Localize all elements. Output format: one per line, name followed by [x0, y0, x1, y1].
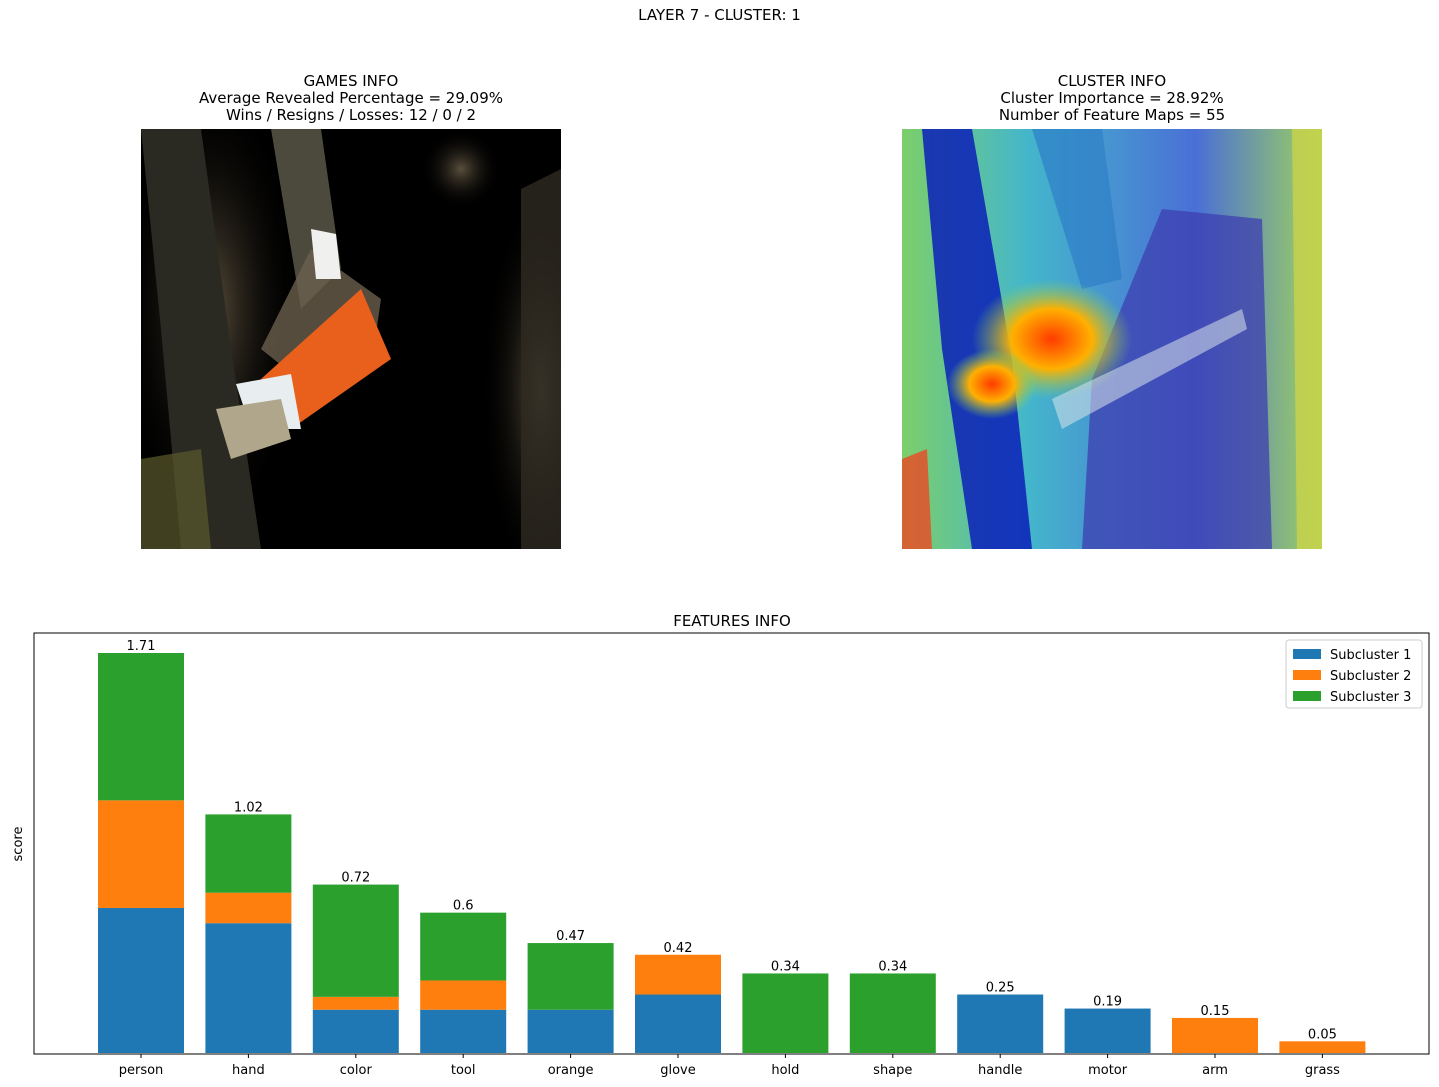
legend-label-subcluster-3: Subcluster 3 — [1330, 690, 1411, 705]
data-label-orange: 0.47 — [556, 929, 585, 944]
games-info-title-block: GAMES INFO Average Revealed Percentage =… — [141, 73, 561, 124]
bar-person-subcluster-2 — [98, 800, 184, 908]
figure-title: LAYER 7 - CLUSTER: 1 — [638, 6, 801, 24]
data-label-person: 1.71 — [127, 639, 156, 654]
bar-shape-subcluster-3 — [849, 973, 936, 1053]
legend-label-subcluster-1: Subcluster 1 — [1330, 648, 1411, 663]
bar-hand-subcluster-3 — [205, 814, 292, 893]
bar-person-subcluster-1 — [98, 907, 184, 1053]
bar-person-subcluster-3 — [98, 653, 184, 801]
cluster-importance: Cluster Importance = 28.92% — [1000, 89, 1224, 107]
bar-grass-subcluster-2 — [1279, 1041, 1366, 1053]
average-revealed-percentage: Average Revealed Percentage = 29.09% — [198, 89, 503, 107]
x-tick-label-hand: hand — [232, 1063, 265, 1078]
data-label-handle: 0.25 — [986, 981, 1015, 996]
features-info-chart: FEATURES INFO score 1.71 person 1.02 hand 0.… — [11, 612, 1430, 1078]
bar-hand-subcluster-2 — [205, 892, 292, 924]
bar-tool-subcluster-1 — [420, 1009, 507, 1053]
games-info-title: GAMES INFO — [303, 72, 399, 90]
data-label-grass: 0.05 — [1308, 1027, 1337, 1042]
legend-label-subcluster-2: Subcluster 2 — [1330, 669, 1411, 684]
data-label-shape: 0.34 — [878, 959, 907, 974]
bar-glove-subcluster-2 — [635, 954, 721, 995]
x-tick-label-tool: tool — [451, 1063, 476, 1078]
x-tick-label-shape: shape — [873, 1063, 912, 1078]
data-label-hand: 1.02 — [234, 800, 263, 815]
cluster-info-title-block: CLUSTER INFO Cluster Importance = 28.92%… — [902, 73, 1322, 124]
data-label-arm: 0.15 — [1201, 1004, 1230, 1019]
x-tick-label-orange: orange — [548, 1063, 594, 1078]
bar-hand-subcluster-1 — [205, 923, 292, 1053]
bar-orange-subcluster-3 — [527, 943, 614, 1010]
legend-swatch-subcluster-1 — [1293, 649, 1321, 659]
bar-orange-subcluster-1 — [527, 1009, 614, 1053]
plot-frame — [33, 632, 1430, 1055]
data-label-motor: 0.19 — [1093, 995, 1122, 1010]
data-label-hold: 0.34 — [771, 959, 800, 974]
bar-hold-subcluster-3 — [742, 973, 829, 1053]
cluster-info-title: CLUSTER INFO — [1057, 72, 1167, 90]
x-tick-label-arm: arm — [1202, 1063, 1228, 1078]
data-label-tool: 0.6 — [453, 899, 474, 914]
bar-color-subcluster-2 — [312, 996, 399, 1010]
x-tick-label-hold: hold — [771, 1063, 799, 1078]
number-of-feature-maps: Number of Feature Maps = 55 — [998, 106, 1226, 124]
y-axis-label: score — [11, 827, 26, 862]
heatmap-image — [902, 129, 1322, 549]
x-tick-label-glove: glove — [660, 1063, 696, 1078]
x-tick-label-grass: grass — [1305, 1063, 1340, 1078]
bar-motor-subcluster-1 — [1064, 1008, 1151, 1053]
legend-swatch-subcluster-2 — [1293, 670, 1321, 680]
bar-tool-subcluster-2 — [420, 980, 507, 1010]
legend: Subcluster 1 Subcluster 2 Subcluster 3 — [1285, 639, 1423, 709]
bar-tool-subcluster-3 — [420, 912, 507, 981]
chart-title: FEATURES INFO — [673, 612, 791, 630]
data-label-color: 0.72 — [341, 871, 370, 886]
bar-arm-subcluster-2 — [1172, 1017, 1258, 1053]
bars-group: 1.71 person 1.02 hand 0.72 color 0.6 tool 0.47 or… — [98, 639, 1366, 1078]
x-tick-label-color: color — [340, 1063, 373, 1078]
bar-color-subcluster-1 — [312, 1009, 399, 1053]
revealed-image — [141, 129, 561, 549]
x-tick-label-motor: motor — [1088, 1063, 1128, 1078]
bar-glove-subcluster-1 — [635, 994, 721, 1053]
x-tick-label-person: person — [119, 1063, 164, 1078]
bar-color-subcluster-3 — [312, 884, 399, 997]
data-label-glove: 0.42 — [664, 941, 693, 956]
bar-handle-subcluster-1 — [957, 994, 1044, 1053]
legend-swatch-subcluster-3 — [1293, 691, 1321, 701]
wins-resigns-losses: Wins / Resigns / Losses: 12 / 0 / 2 — [225, 106, 477, 124]
x-tick-label-handle: handle — [978, 1063, 1022, 1078]
